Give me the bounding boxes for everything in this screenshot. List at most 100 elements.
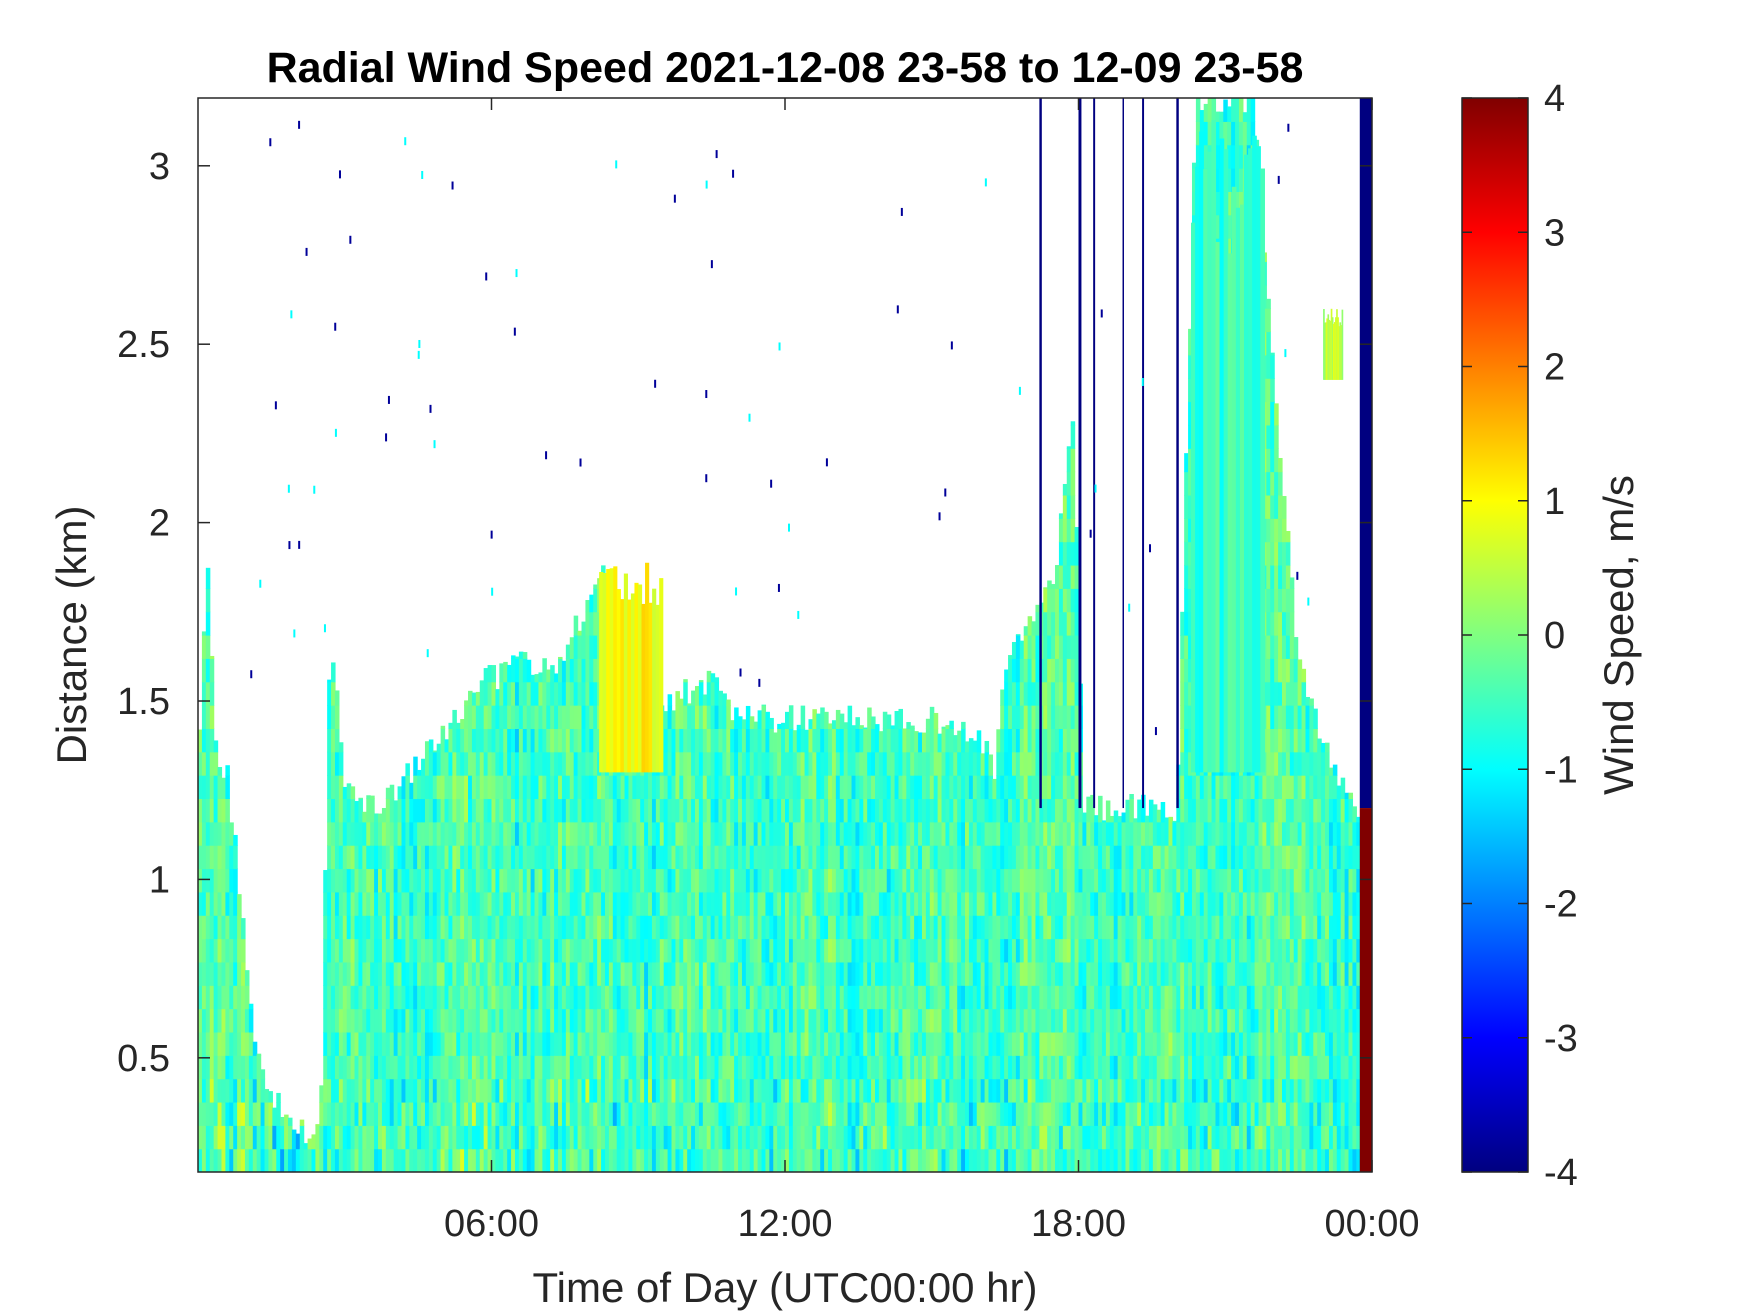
heatmap-cell — [558, 1055, 563, 1080]
heatmap-cell — [828, 751, 833, 776]
heatmap-cell — [808, 1148, 813, 1172]
heatmap-cell — [198, 798, 203, 823]
heatmap-cell — [761, 915, 767, 940]
heatmap-cell — [1203, 1101, 1209, 1126]
heatmap-cell — [295, 1148, 301, 1172]
heatmap-cell — [319, 1148, 324, 1172]
heatmap-cell — [1094, 938, 1099, 963]
heatmap-cell — [209, 1078, 215, 1103]
heatmap-cell — [698, 798, 704, 823]
heatmap-cell — [1133, 1008, 1138, 1033]
heatmap-cell — [217, 1078, 223, 1103]
heatmap-cell — [925, 775, 931, 800]
heatmap-cell — [1117, 1101, 1123, 1126]
heatmap-cell — [323, 891, 328, 916]
heatmap-cell — [847, 1055, 853, 1080]
heatmap-cell — [765, 1125, 770, 1150]
heatmap-cell — [1148, 868, 1154, 893]
heatmap-cell — [851, 751, 857, 776]
heatmap-cell — [773, 775, 778, 800]
heatmap-cell — [1035, 1031, 1040, 1056]
heatmap-cell — [749, 798, 755, 823]
heatmap-cell — [1008, 1148, 1013, 1172]
heatmap-cell — [824, 1101, 829, 1126]
heatmap-cell — [581, 938, 587, 963]
heatmap-cell — [1023, 821, 1029, 846]
heatmap-cell — [464, 985, 469, 1010]
heatmap-cell — [933, 868, 939, 893]
heatmap-cell — [616, 1148, 622, 1172]
heatmap-cell — [405, 1008, 410, 1033]
heatmap-cell — [671, 1031, 677, 1056]
heatmap-cell — [1070, 424, 1076, 449]
heatmap-cell — [890, 868, 896, 893]
heatmap-cell — [1203, 1125, 1209, 1150]
heatmap-cell — [730, 1055, 735, 1080]
heatmap-cell — [475, 1101, 481, 1126]
heatmap-cell — [1156, 1008, 1162, 1033]
heatmap-cell — [534, 798, 540, 823]
heatmap-cell — [902, 985, 907, 1010]
heatmap-cell — [957, 1078, 962, 1103]
heatmap-cell — [452, 891, 457, 916]
heatmap-cell — [937, 1078, 943, 1103]
heatmap-cell — [968, 961, 974, 986]
heatmap-cell — [906, 938, 911, 963]
heatmap-cell — [1031, 845, 1037, 870]
heatmap-cell — [812, 938, 817, 963]
heatmap-cell — [225, 1008, 230, 1033]
heatmap-cell — [409, 1055, 414, 1080]
heatmap-area — [198, 98, 1372, 1172]
heatmap-cell — [726, 961, 731, 986]
heatmap-cell — [921, 1055, 927, 1080]
heatmap-cell — [855, 775, 860, 800]
heatmap-cell — [968, 938, 974, 963]
heatmap-cell — [882, 891, 888, 916]
heatmap-cell — [573, 961, 579, 986]
heatmap-cell — [1191, 191, 1197, 216]
heatmap-cell — [788, 868, 794, 893]
heatmap-cell — [925, 751, 931, 776]
heatmap-cell — [561, 961, 567, 986]
heatmap-cell — [456, 751, 461, 776]
heatmap-cell — [667, 891, 673, 916]
heatmap-cell — [507, 775, 512, 800]
heatmap-cell — [1008, 775, 1013, 800]
heatmap-cell — [722, 985, 727, 1010]
heatmap-cell — [385, 1101, 391, 1126]
heatmap-cell — [1008, 985, 1013, 1010]
heatmap-cell — [350, 786, 356, 800]
heatmap-cell — [381, 1008, 387, 1033]
heatmap-cell — [558, 915, 563, 940]
heatmap-cell — [534, 728, 540, 753]
heatmap-cell — [448, 798, 453, 823]
heatmap-cell — [436, 1031, 442, 1056]
heatmap-cell — [354, 1031, 360, 1056]
heatmap-cell — [397, 845, 403, 870]
heatmap-cell — [738, 1055, 743, 1080]
heatmap-cell — [413, 1148, 418, 1172]
heatmap-cell — [331, 662, 336, 683]
heatmap-cell — [201, 1031, 207, 1056]
heatmap-cell — [1184, 751, 1189, 776]
heatmap-cell — [432, 751, 438, 776]
heatmap-cell — [988, 798, 993, 823]
heatmap-cell — [992, 985, 997, 1010]
heatmap-cell — [757, 798, 763, 823]
heatmap-cell — [1074, 1148, 1080, 1172]
heatmap-cell — [882, 1148, 888, 1172]
heatmap-cell — [487, 1078, 493, 1103]
heatmap-cell — [479, 1031, 485, 1056]
heatmap-cell — [503, 938, 508, 963]
heatmap-cell — [479, 1148, 485, 1172]
heatmap-cell — [835, 1101, 841, 1126]
heatmap-cell — [875, 985, 880, 1010]
heatmap-cell — [949, 751, 954, 776]
heatmap-cell — [561, 915, 567, 940]
heatmap-cell — [1015, 728, 1021, 753]
heatmap-cell — [1086, 1008, 1091, 1033]
heatmap-cell — [331, 1008, 336, 1033]
heatmap-cell — [405, 1148, 410, 1172]
heatmap-cell — [961, 721, 966, 729]
heatmap-cell — [796, 1008, 802, 1033]
